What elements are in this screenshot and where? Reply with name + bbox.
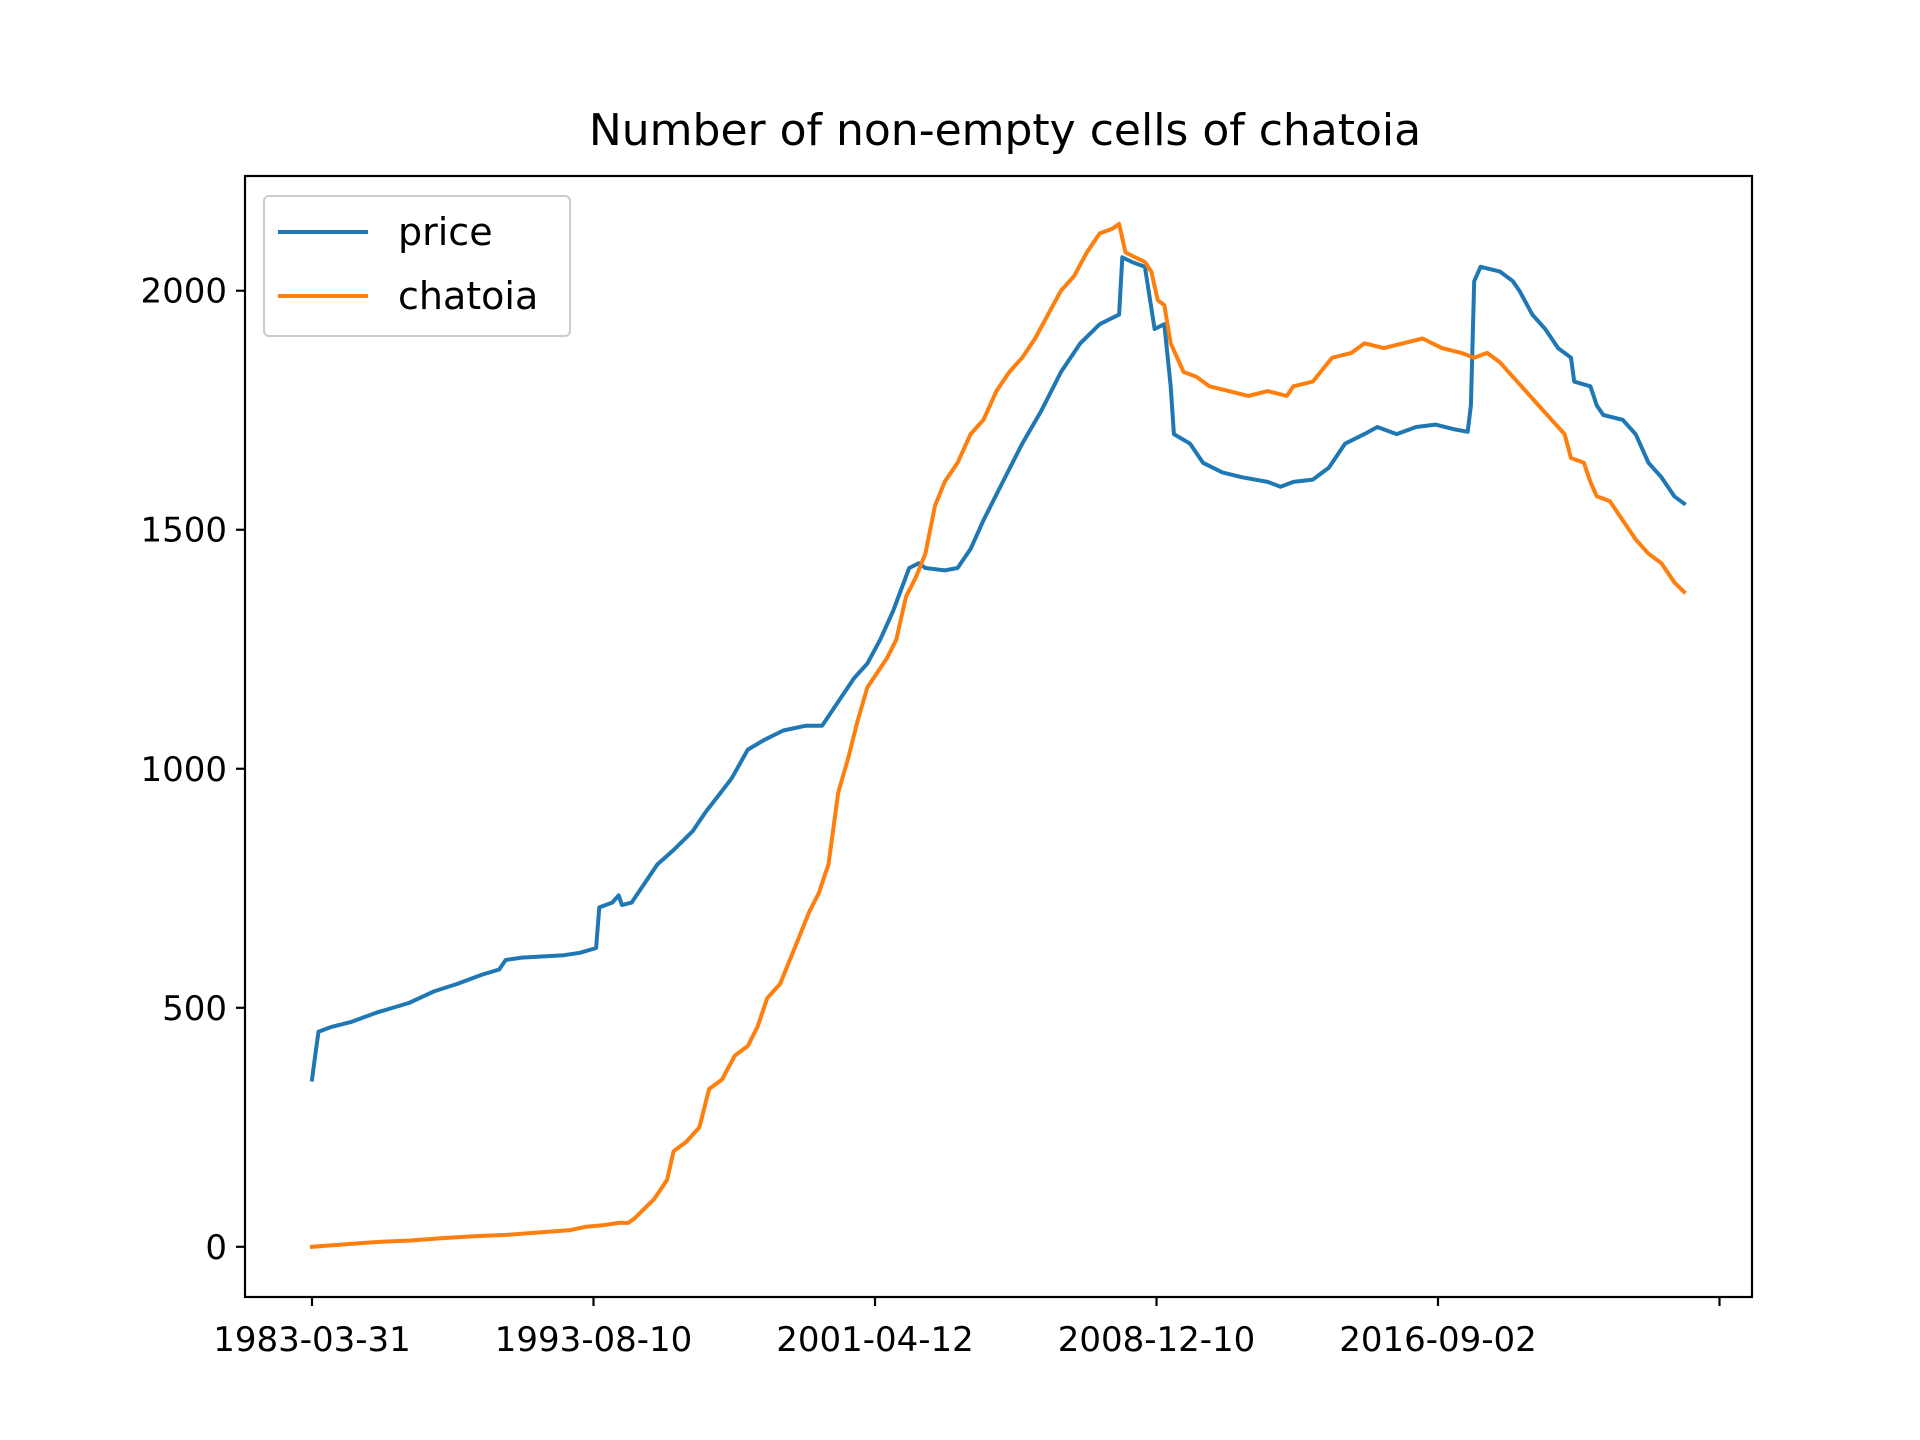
y-tick-label: 1000 [140,750,227,790]
chart-title: Number of non-empty cells of chatoia [589,105,1421,156]
series-layer [309,221,1687,1249]
y-tick-label: 500 [162,989,227,1029]
x-tick-label: 1993-08-10 [495,1320,693,1360]
x-tick-label: 2001-04-12 [776,1320,974,1360]
y-tick-label: 0 [205,1228,227,1268]
x-tick-label: 2016-09-02 [1339,1320,1537,1360]
x-tick-label: 1983-03-31 [213,1320,411,1360]
series-line-price [309,255,1687,1082]
series-line-chatoia [309,221,1687,1249]
plot-area-frame [243,174,1754,1299]
legend-label-chatoia: chatoia [398,274,538,318]
y-tick-label: 2000 [140,272,227,312]
legend-label-price: price [398,210,493,254]
y-tick-label: 1500 [140,511,227,551]
x-axis: 1983-03-31 1993-08-10 2001-04-12 2008-12-10… [213,1297,1721,1360]
x-tick-label: 2008-12-10 [1058,1320,1256,1360]
y-axis: 0 500 1000 1500 2000 [140,272,245,1268]
legend: price chatoia [263,195,571,337]
